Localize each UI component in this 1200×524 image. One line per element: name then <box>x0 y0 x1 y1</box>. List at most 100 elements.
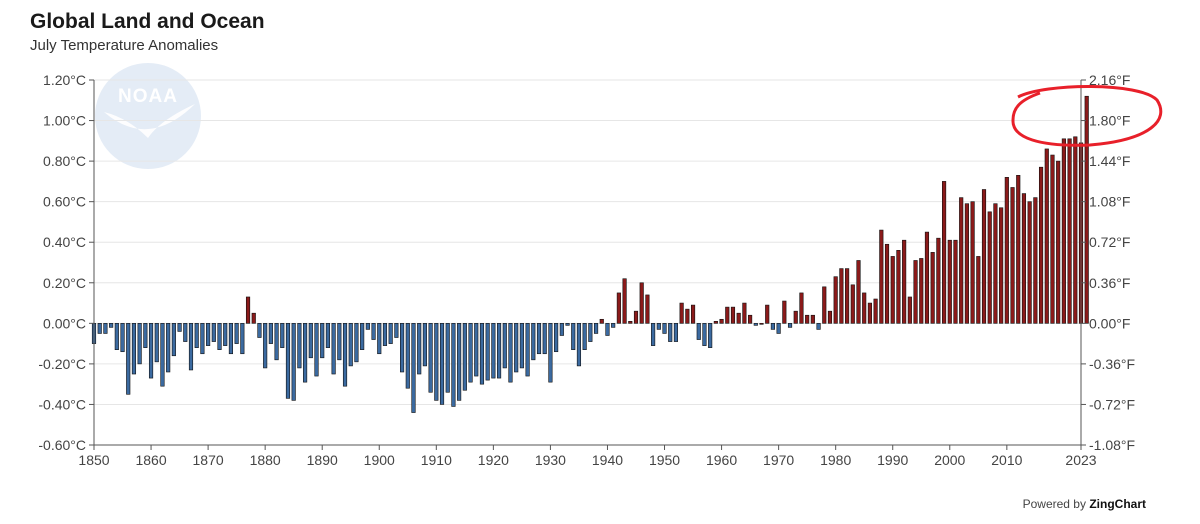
bar-2000 <box>947 239 952 324</box>
bar-2020 <box>1061 138 1066 324</box>
bar-1920 <box>491 323 496 379</box>
bar-1960 <box>719 318 724 324</box>
bar-1953 <box>679 302 684 324</box>
bar-2002 <box>959 197 964 324</box>
bar-1955 <box>690 304 696 324</box>
bar-1852 <box>103 323 108 334</box>
x-tick-label: 1980 <box>820 452 851 468</box>
bar-1858 <box>137 323 142 365</box>
chart-axes <box>89 79 1086 450</box>
bar-1893 <box>337 323 342 361</box>
bar-1870 <box>206 323 211 346</box>
bar-1856 <box>126 323 131 395</box>
bar-1883 <box>280 323 285 348</box>
bar-1944 <box>628 321 633 324</box>
bar-1887 <box>303 323 308 383</box>
bar-2017 <box>1044 148 1049 324</box>
bar-1876 <box>240 323 245 355</box>
highlight-circle <box>1011 85 1163 147</box>
bar-1957 <box>702 323 707 346</box>
bar-1973 <box>793 310 798 324</box>
y2-tick-label: -0.36°F <box>1089 356 1135 372</box>
bar-1991 <box>896 250 901 324</box>
bar-1965 <box>748 314 753 324</box>
bar-1927 <box>531 323 536 361</box>
bar-1980 <box>833 276 838 324</box>
y2-tick-label: -1.08°F <box>1089 437 1135 453</box>
noaa-logo-icon: NOAA <box>95 63 201 169</box>
y2-axis-labels: 2.16°F 1.80°F 1.44°F 1.08°F 0.72°F 0.36°F 0.00… <box>1089 72 1135 453</box>
x-tick-label: 1870 <box>193 452 224 468</box>
bar-1923 <box>508 323 513 383</box>
bar-1935 <box>576 323 582 367</box>
y-tick-label: 0.40°C <box>43 234 86 250</box>
bar-2014 <box>1027 201 1032 324</box>
bar-1933 <box>565 323 570 326</box>
bar-1865 <box>177 323 182 332</box>
powered-by: Powered by ZingChart <box>1023 497 1146 511</box>
x-tick-label: 1950 <box>649 452 680 468</box>
bar-1898 <box>365 323 370 330</box>
bar-1895 <box>348 323 353 367</box>
bar-1938 <box>593 323 599 334</box>
bar-2021 <box>1067 138 1072 324</box>
bar-1897 <box>360 323 365 350</box>
bar-1976 <box>810 314 815 324</box>
bar-1931 <box>554 323 559 353</box>
bar-1999 <box>942 181 947 324</box>
x-axis-labels: 1850 1860 1870 1880 1890 1900 1910 1920 1930 1940… <box>78 452 1096 468</box>
bar-1989 <box>884 243 890 324</box>
bar-2010 <box>1004 177 1009 324</box>
y2-tick-label: 0.00°F <box>1089 315 1130 331</box>
bar-1861 <box>154 323 159 363</box>
x-tick-label: 1850 <box>78 452 109 468</box>
bar-2012 <box>1016 175 1021 324</box>
bar-1901 <box>382 323 388 346</box>
bar-2001 <box>953 239 958 324</box>
bar-1871 <box>211 323 216 342</box>
bar-1951 <box>668 323 673 342</box>
x-tick-label: 1930 <box>535 452 566 468</box>
bar-1910 <box>434 323 439 401</box>
bar-2009 <box>999 207 1004 324</box>
x-tick-label: 1960 <box>706 452 737 468</box>
x-tick-label: 1990 <box>877 452 908 468</box>
bar-1964 <box>742 302 747 324</box>
bar-1911 <box>439 323 445 405</box>
bar-1855 <box>120 323 125 353</box>
y2-tick-label: 2.16°F <box>1089 72 1130 88</box>
x-tick-label: 1970 <box>763 452 794 468</box>
bar-2011 <box>1010 187 1015 324</box>
bar-1992 <box>902 239 907 324</box>
bar-1872 <box>217 323 222 350</box>
bar-1988 <box>879 229 884 324</box>
bar-1890 <box>320 323 325 359</box>
bar-1952 <box>673 323 678 342</box>
bar-1993 <box>907 296 912 324</box>
bar-1873 <box>223 323 228 346</box>
bar-2019 <box>1056 160 1061 324</box>
bar-1885 <box>291 323 296 401</box>
bar-1969 <box>770 323 775 330</box>
bar-1928 <box>536 323 542 355</box>
bar-1867 <box>188 323 194 371</box>
bar-1886 <box>297 323 302 369</box>
bar-2013 <box>1021 193 1027 324</box>
bar-1959 <box>713 321 718 324</box>
y2-tick-label: 1.44°F <box>1089 153 1130 169</box>
bar-1987 <box>873 298 878 324</box>
bar-1900 <box>377 323 382 355</box>
bar-1864 <box>171 323 176 357</box>
bar-1879 <box>257 323 262 338</box>
bar-1985 <box>862 292 867 324</box>
bar-1877 <box>245 296 251 324</box>
y2-tick-label: 0.72°F <box>1089 234 1130 250</box>
bar-1982 <box>845 268 850 324</box>
page-title: Global Land and Ocean <box>30 10 265 33</box>
bar-1859 <box>143 323 148 348</box>
bar-1962 <box>730 306 736 324</box>
bar-1902 <box>388 323 393 344</box>
bar-1972 <box>787 323 793 328</box>
bar-1905 <box>405 323 410 389</box>
y-tick-label: 0.60°C <box>43 194 86 210</box>
